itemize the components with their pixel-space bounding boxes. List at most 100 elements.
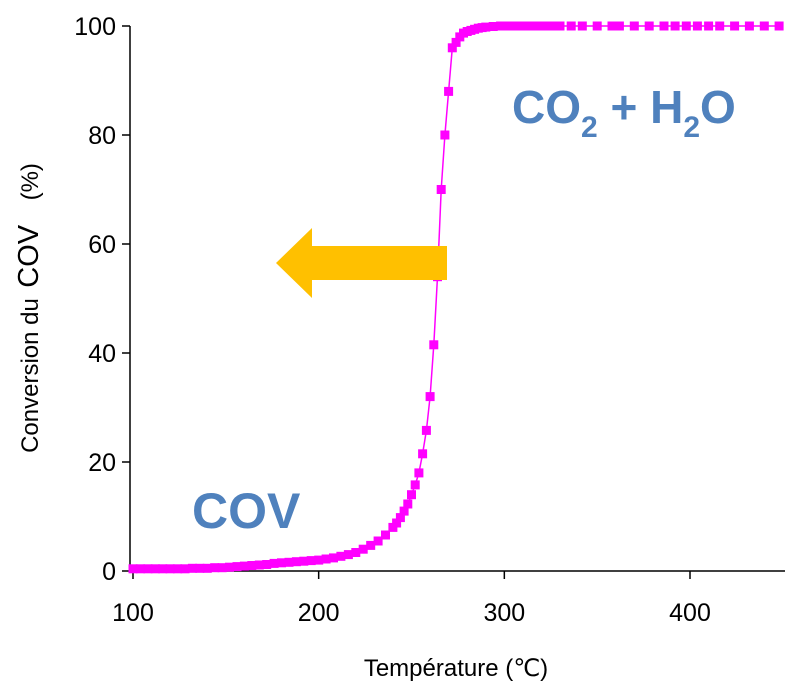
products-o: O [700, 81, 736, 133]
data-point [299, 556, 309, 566]
data-point [150, 564, 160, 574]
data-point [421, 425, 431, 435]
data-point [692, 21, 702, 31]
products-plus-h: + H [598, 81, 684, 133]
data-point [566, 21, 576, 31]
data-point [366, 540, 376, 550]
data-point [262, 560, 272, 569]
data-point [277, 558, 286, 568]
data-point [180, 564, 190, 574]
axes: 0 20 40 60 80 100 100 200 300 400 [74, 13, 785, 627]
data-point [759, 21, 769, 31]
arrow-left-icon [276, 228, 447, 298]
data-point [239, 561, 249, 571]
data-point [373, 536, 383, 546]
data-point [555, 21, 565, 31]
data-point [202, 563, 212, 573]
data-point [165, 564, 175, 574]
data-point [644, 21, 654, 31]
y-axis-title-part1: Conversion du [17, 298, 44, 453]
data-point [481, 22, 491, 32]
data-points [128, 21, 784, 574]
y-tick-label: 40 [88, 340, 116, 368]
products-h-subscript: 2 [683, 111, 700, 144]
data-point [540, 21, 550, 31]
data-point [158, 564, 168, 574]
data-point [503, 21, 513, 31]
data-point [518, 21, 528, 31]
data-point [440, 130, 450, 140]
products-co-subscript: 2 [581, 111, 598, 144]
data-point [525, 21, 535, 31]
data-point [577, 21, 587, 31]
data-point [607, 21, 617, 31]
data-point [210, 563, 220, 573]
y-tick-label: 60 [88, 231, 116, 259]
x-axis-title: Température (℃) [364, 655, 548, 682]
x-ticks: 100 200 300 400 [112, 571, 711, 627]
data-point [314, 555, 324, 565]
y-tick-label: 80 [88, 122, 116, 150]
data-point [329, 553, 338, 563]
products-annotation: CO2 + H2O [512, 81, 736, 144]
data-point [232, 562, 242, 572]
x-tick-label: 300 [483, 599, 525, 627]
data-point [592, 21, 602, 31]
data-point [414, 468, 424, 478]
data-point [496, 21, 506, 31]
data-point [399, 506, 409, 516]
data-point [195, 563, 205, 573]
data-point [533, 21, 543, 31]
y-axis-title: Conversion du COV (%) [13, 163, 45, 453]
data-point [128, 564, 138, 574]
data-point [418, 449, 428, 459]
data-point [358, 544, 368, 554]
data-point [254, 560, 264, 570]
data-point [135, 564, 145, 574]
data-point [173, 564, 183, 574]
reactant-annotation: COV [192, 483, 301, 539]
data-point [730, 21, 740, 31]
data-point [774, 21, 784, 31]
data-point [744, 21, 754, 31]
data-point [429, 340, 439, 350]
data-point [187, 563, 197, 573]
data-point [321, 554, 331, 564]
data-point [447, 43, 457, 53]
data-point [659, 21, 669, 31]
data-point [217, 563, 227, 573]
data-point [395, 513, 405, 523]
data-point [488, 22, 498, 31]
data-point [291, 557, 301, 567]
data-point [548, 21, 558, 31]
data-point [410, 480, 420, 490]
data-point [343, 550, 353, 560]
data-point [629, 21, 639, 31]
data-point [403, 499, 413, 509]
data-point [381, 530, 390, 540]
data-point [715, 21, 725, 31]
y-axis-title-part3: (%) [17, 163, 44, 200]
x-tick-label: 200 [298, 599, 340, 627]
y-tick-label: 0 [102, 558, 116, 586]
data-point [225, 562, 234, 572]
data-point [425, 392, 435, 402]
data-point [444, 86, 454, 96]
data-point [143, 564, 153, 574]
data-point [451, 37, 461, 47]
y-axis-title-part2: COV [13, 224, 45, 288]
data-point [269, 558, 279, 568]
x-tick-label: 400 [669, 599, 711, 627]
products-co: CO [512, 81, 581, 133]
data-point [336, 551, 346, 561]
data-point [284, 557, 294, 567]
data-point [436, 185, 446, 194]
data-point [407, 490, 416, 500]
data-point [681, 21, 691, 31]
y-tick-label: 20 [88, 449, 116, 477]
data-point [306, 556, 316, 566]
y-ticks: 0 20 40 60 80 100 [74, 13, 130, 586]
data-point [392, 518, 402, 528]
data-point [614, 21, 624, 31]
